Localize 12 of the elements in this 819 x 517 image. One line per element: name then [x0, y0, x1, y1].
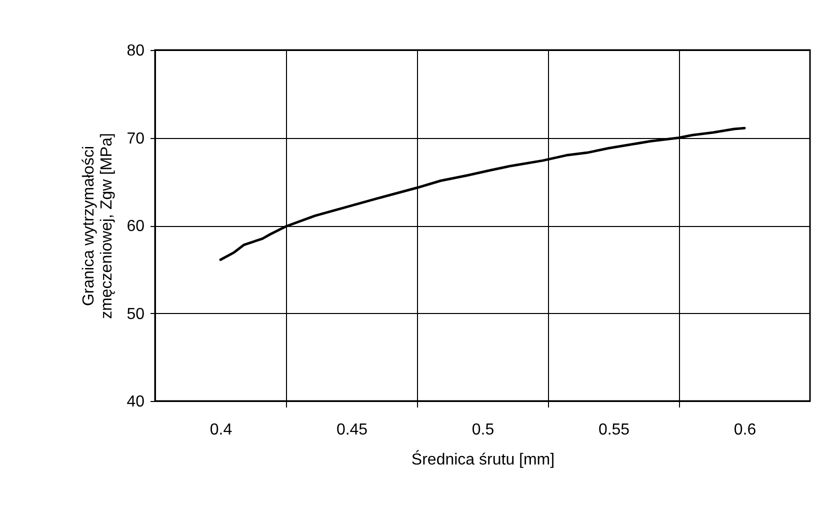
x-tick-label: 0.4 — [210, 422, 232, 438]
x-tick-label: 0.45 — [336, 422, 368, 438]
x-tick-label: 0.6 — [734, 422, 756, 438]
x-tick-label: 0.55 — [598, 422, 630, 438]
y-tick-label: 80 — [126, 42, 145, 60]
x-axis-title: Średnica śrutu [mm] — [411, 450, 555, 468]
y-axis-title: Granica wytrzymałości zmęczeniowej, Zgw [MPa] — [80, 133, 116, 319]
y-tick-label: 70 — [126, 130, 145, 148]
y-tick-label: 60 — [126, 218, 145, 235]
x-tick-label: 0.5 — [472, 422, 494, 438]
y-tick-label: 50 — [126, 306, 145, 323]
y-tick-label: 40 — [126, 394, 145, 410]
